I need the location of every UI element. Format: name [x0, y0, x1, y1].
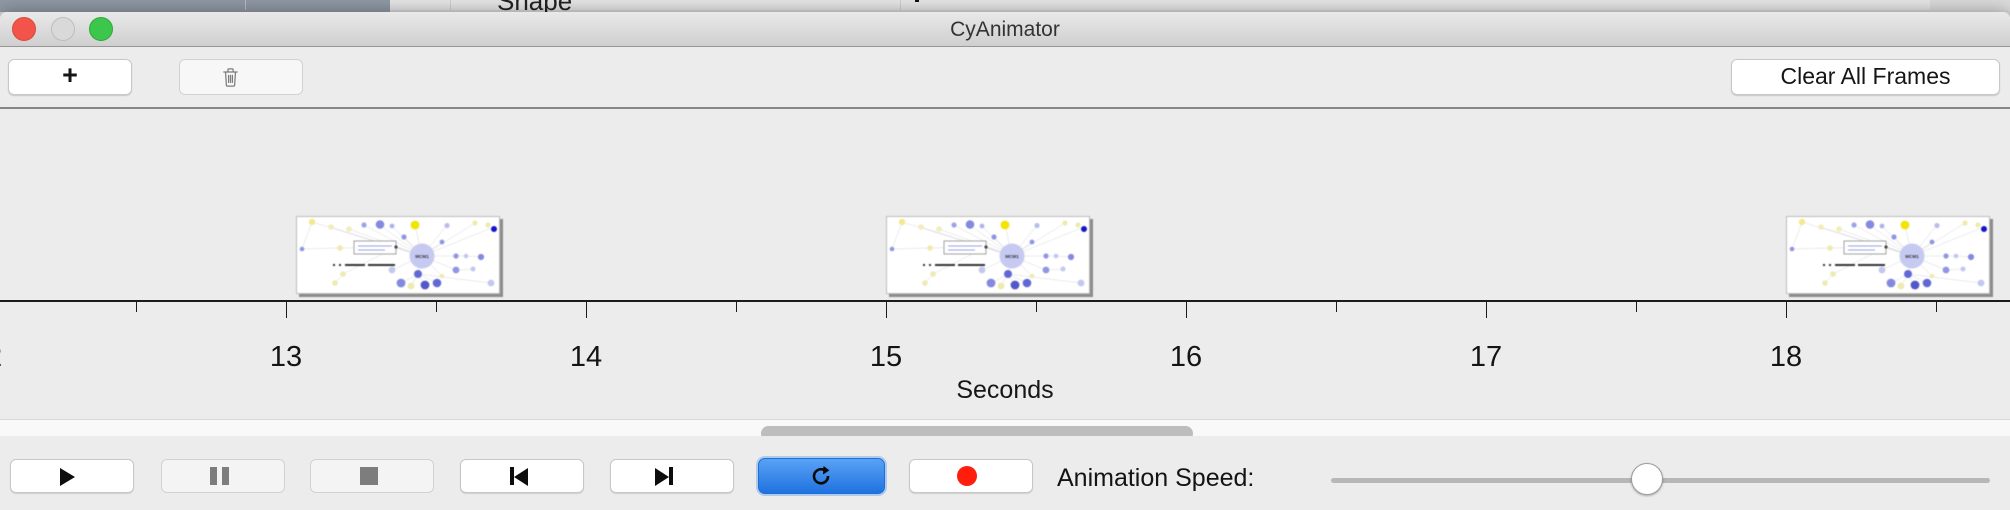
svg-text:MCM1: MCM1 — [1005, 254, 1019, 259]
svg-text:MCM1: MCM1 — [415, 254, 429, 259]
svg-text:MCM1: MCM1 — [1905, 254, 1919, 259]
